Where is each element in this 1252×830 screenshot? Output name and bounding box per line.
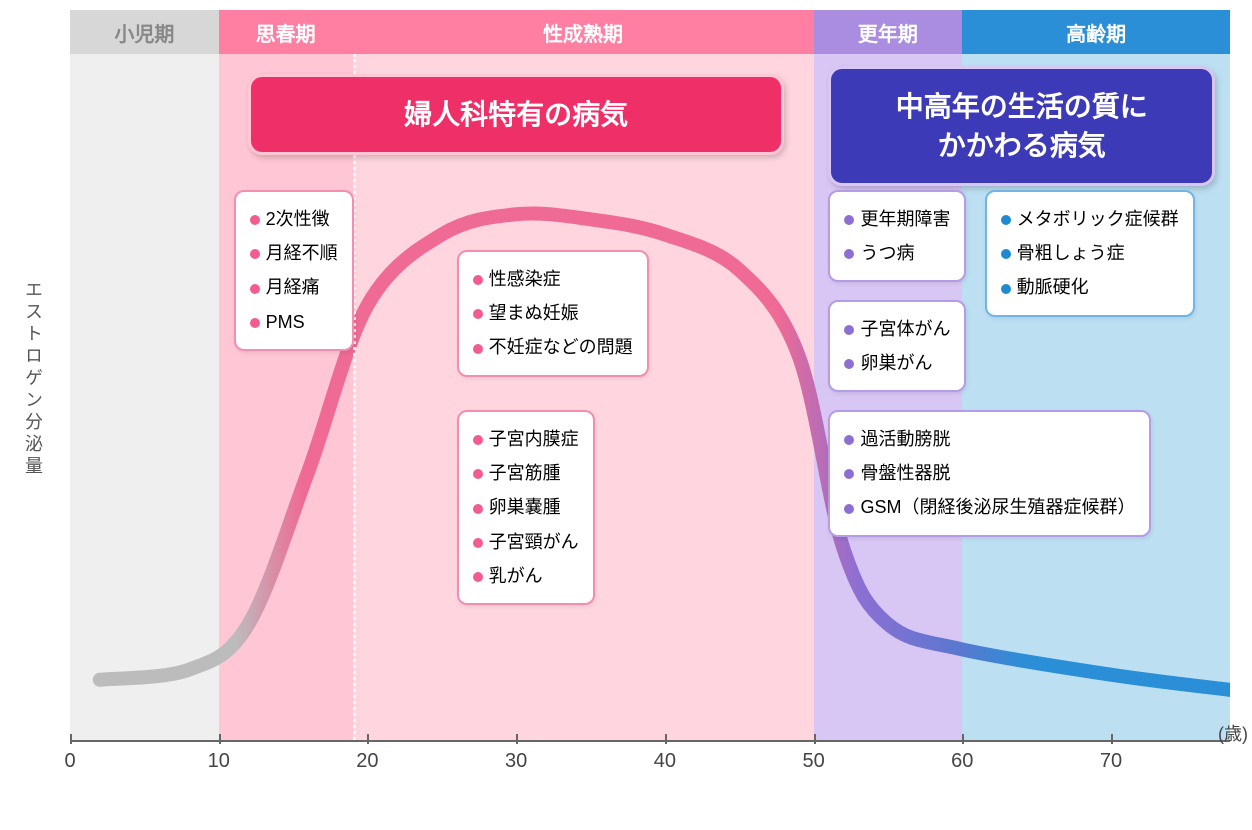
info-box-maturity-box1: 性感染症望まぬ妊娠不妊症などの問題 (457, 250, 649, 377)
x-tick-label: 70 (1100, 750, 1122, 773)
stage-header-maturity: 性成熟期 (353, 10, 814, 54)
stage-header-elderly: 高齢期 (962, 10, 1230, 54)
bullet-icon (844, 435, 854, 445)
info-item: 骨粗しょう症 (1001, 236, 1179, 270)
x-tick (814, 734, 816, 744)
x-tick-label: 50 (802, 750, 824, 773)
info-item: 不妊症などの問題 (473, 330, 633, 364)
bullet-icon (473, 504, 483, 514)
bullet-icon (473, 309, 483, 319)
bullet-icon (1001, 284, 1011, 294)
bullet-icon (473, 469, 483, 479)
x-tick (1111, 734, 1113, 744)
bullet-icon (1001, 215, 1011, 225)
x-tick-label: 10 (208, 750, 230, 773)
info-item: 月経痛 (250, 270, 338, 304)
bullet-icon (844, 325, 854, 335)
x-tick-label: 20 (356, 750, 378, 773)
info-item: うつ病 (844, 236, 950, 270)
bullet-icon (844, 215, 854, 225)
info-item: 骨盤性器脱 (844, 456, 1135, 490)
x-tick (665, 734, 667, 744)
stage-body-childhood (70, 54, 219, 740)
x-tick-label: 30 (505, 750, 527, 773)
bullet-icon (473, 538, 483, 548)
bullet-icon (844, 504, 854, 514)
stage-childhood: 小児期 (70, 10, 219, 740)
info-item: 動脈硬化 (1001, 270, 1179, 304)
info-item: PMS (250, 305, 338, 339)
bullet-icon (473, 275, 483, 285)
x-tick (516, 734, 518, 744)
info-item: 卵巣がん (844, 346, 950, 380)
chart-container: 小児期思春期性成熟期更年期高齢期 婦人科特有の病気中高年の生活の質にかかわる病気… (70, 10, 1230, 770)
info-item: 子宮頸がん (473, 525, 579, 559)
info-item: 乳がん (473, 559, 579, 593)
bullet-icon (473, 344, 483, 354)
stage-header-menopause: 更年期 (814, 10, 963, 54)
info-item: 性感染症 (473, 262, 633, 296)
info-box-meno-box2: 子宮体がん卵巣がん (828, 300, 966, 392)
x-axis: (歳) 010203040506070 (70, 740, 1230, 770)
stage-divider (353, 54, 356, 740)
stage-header-childhood: 小児期 (70, 10, 219, 54)
stage-header-puberty: 思春期 (219, 10, 353, 54)
x-tick-label: 0 (64, 750, 75, 773)
bullet-icon (250, 249, 260, 259)
info-item: 子宮体がん (844, 312, 950, 346)
info-item: 2次性徴 (250, 202, 338, 236)
x-tick-label: 60 (951, 750, 973, 773)
x-tick (219, 734, 221, 744)
bullet-icon (1001, 249, 1011, 259)
info-box-meno-box1: 更年期障害うつ病 (828, 190, 966, 282)
title-box-midlife: 中高年の生活の質にかかわる病気 (828, 66, 1215, 186)
bullet-icon (473, 435, 483, 445)
x-tick-label: 40 (654, 750, 676, 773)
bullet-icon (250, 215, 260, 225)
info-box-elderly-box: メタボリック症候群骨粗しょう症動脈硬化 (985, 190, 1195, 317)
x-tick (70, 734, 72, 744)
title-box-gyneco: 婦人科特有の病気 (248, 74, 783, 155)
info-item: 卵巣嚢腫 (473, 490, 579, 524)
info-box-meno-box3: 過活動膀胱骨盤性器脱GSM（閉経後泌尿生殖器症候群） (828, 410, 1151, 537)
info-box-puberty-box: 2次性徴月経不順月経痛PMS (234, 190, 354, 351)
bullet-icon (473, 572, 483, 582)
bullet-icon (250, 284, 260, 294)
info-item: 子宮内膜症 (473, 422, 579, 456)
stage-body-maturity (353, 54, 814, 740)
y-axis-label: エストロゲン分泌量 (20, 280, 46, 478)
x-tick (367, 734, 369, 744)
bullet-icon (844, 469, 854, 479)
x-axis-unit: (歳) (1218, 720, 1248, 746)
info-item: GSM（閉経後泌尿生殖器症候群） (844, 490, 1135, 524)
bullet-icon (844, 249, 854, 259)
info-item: 月経不順 (250, 236, 338, 270)
stage-body-puberty (219, 54, 353, 740)
info-box-maturity-box2: 子宮内膜症子宮筋腫卵巣嚢腫子宮頸がん乳がん (457, 410, 595, 605)
info-item: メタボリック症候群 (1001, 202, 1179, 236)
bullet-icon (250, 318, 260, 328)
x-tick (962, 734, 964, 744)
info-item: 過活動膀胱 (844, 422, 1135, 456)
info-item: 望まぬ妊娠 (473, 296, 633, 330)
info-item: 更年期障害 (844, 202, 950, 236)
info-item: 子宮筋腫 (473, 456, 579, 490)
bullet-icon (844, 359, 854, 369)
